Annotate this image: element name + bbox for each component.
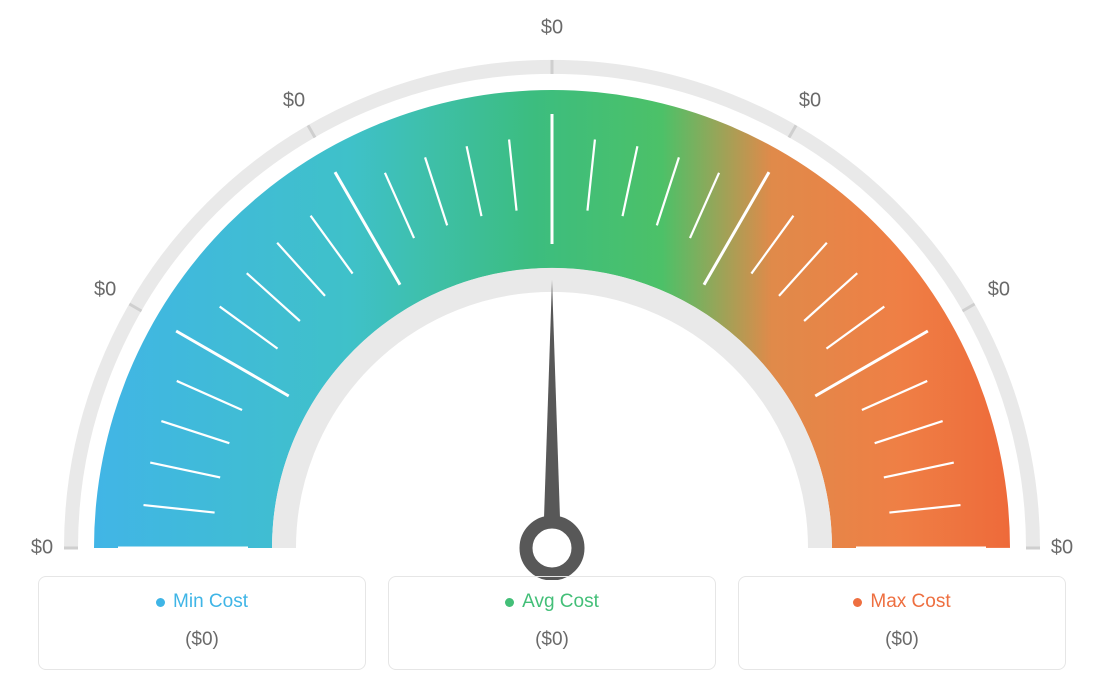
- gauge-tick-label: $0: [988, 279, 1010, 302]
- legend-dot-min: [156, 598, 165, 607]
- gauge-tick-label: $0: [541, 17, 563, 40]
- gauge-tick-label: $0: [31, 537, 53, 560]
- legend-value-avg: ($0): [399, 629, 705, 651]
- legend-dot-avg: [505, 598, 514, 607]
- gauge-tick-label: $0: [1051, 537, 1073, 560]
- legend-label-avg: Avg Cost: [522, 591, 599, 613]
- legend-value-min: ($0): [49, 629, 355, 651]
- gauge-svg: [22, 20, 1082, 580]
- legend-title-min: Min Cost: [156, 591, 248, 613]
- legend-label-min: Min Cost: [173, 591, 248, 613]
- gauge-tick-label: $0: [799, 90, 821, 113]
- legend-value-max: ($0): [749, 629, 1055, 651]
- legend-card-avg: Avg Cost ($0): [388, 576, 716, 670]
- legend-label-max: Max Cost: [870, 591, 950, 613]
- legend-card-max: Max Cost ($0): [738, 576, 1066, 670]
- legend-title-max: Max Cost: [853, 591, 950, 613]
- gauge-tick-label: $0: [94, 279, 116, 302]
- cost-gauge: $0 $0 $0 $0 $0 $0 $0: [22, 20, 1082, 560]
- legend-row: Min Cost ($0) Avg Cost ($0) Max Cost ($0…: [38, 576, 1066, 670]
- legend-dot-max: [853, 598, 862, 607]
- legend-card-min: Min Cost ($0): [38, 576, 366, 670]
- legend-title-avg: Avg Cost: [505, 591, 599, 613]
- gauge-tick-label: $0: [283, 90, 305, 113]
